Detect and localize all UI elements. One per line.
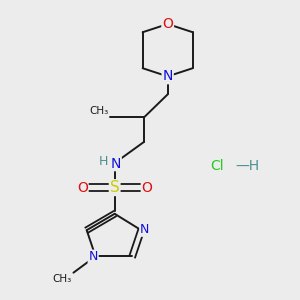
Text: CH₃: CH₃ xyxy=(53,274,72,284)
Text: S: S xyxy=(110,180,119,195)
Text: O: O xyxy=(142,181,152,195)
Text: N: N xyxy=(140,223,149,236)
Text: O: O xyxy=(162,17,173,31)
Text: —H: —H xyxy=(236,159,260,173)
Text: CH₃: CH₃ xyxy=(89,106,109,116)
Text: Cl: Cl xyxy=(210,159,224,173)
Text: N: N xyxy=(111,157,121,171)
Text: H: H xyxy=(99,155,108,168)
Text: N: N xyxy=(88,250,98,263)
Text: O: O xyxy=(77,181,88,195)
Text: N: N xyxy=(163,69,173,83)
